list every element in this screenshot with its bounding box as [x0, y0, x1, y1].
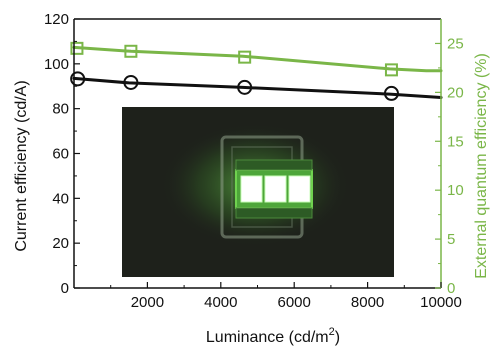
- y-axis-right-title: External quantum efficiency (%): [473, 53, 490, 279]
- emitting-pixel: [264, 175, 287, 203]
- x-tick-label: 6000: [278, 294, 311, 311]
- eqe-line: [72, 45, 443, 73]
- x-tick-label: 10000: [420, 294, 462, 311]
- current-efficiency-marker: [70, 71, 86, 87]
- x-axis-title-superscript: 2: [329, 326, 335, 338]
- y-left-tick-label: 60: [52, 146, 69, 163]
- x-tick-label: 8000: [351, 294, 384, 311]
- y-left-tick-label: 100: [44, 56, 69, 73]
- device-bottom-electrode: [235, 207, 313, 219]
- x-tick-label: 4000: [204, 294, 237, 311]
- eqe-marker: [238, 50, 252, 64]
- series-layer: [70, 41, 443, 101]
- x-axis-title: Luminance (cd/m2): [206, 326, 340, 346]
- x-axis-title-tail: ): [335, 329, 340, 346]
- eqe-marker: [70, 41, 84, 55]
- y-right-tick-label: 15: [447, 133, 464, 150]
- y-left-tick-label: 20: [52, 235, 69, 252]
- y-right-tick-label: 10: [447, 182, 464, 199]
- emitting-pixel: [288, 175, 311, 203]
- current-efficiency-marker: [237, 79, 253, 95]
- x-tick-label: 2000: [131, 294, 164, 311]
- emitting-pixels: [240, 175, 311, 203]
- y-axis-left-title: Current efficiency (cd/A): [13, 80, 30, 251]
- y-right-tick-label: 5: [447, 231, 455, 248]
- y-left-tick-label: 0: [61, 280, 69, 297]
- y-right-tick-label: 25: [447, 35, 464, 52]
- device-photo-inset: [122, 107, 394, 277]
- emitting-pixel: [240, 175, 263, 203]
- current-efficiency-marker: [123, 74, 139, 90]
- device-top-electrode: [235, 159, 313, 171]
- eqe-marker: [124, 44, 138, 58]
- x-axis-title-main: Luminance (cd/m: [206, 329, 329, 346]
- axes-layer: 2000 4000 6000 8000 100000204060801001200510…: [44, 11, 464, 311]
- y-left-tick-label: 40: [52, 190, 69, 207]
- eqe-marker: [384, 63, 398, 77]
- y-left-tick-label: 120: [44, 11, 69, 28]
- y-left-tick-label: 80: [52, 101, 69, 118]
- y-right-tick-label: 0: [447, 280, 455, 297]
- current-efficiency-marker: [383, 85, 399, 101]
- current-efficiency-line: [72, 76, 443, 99]
- y-right-tick-label: 20: [447, 84, 464, 101]
